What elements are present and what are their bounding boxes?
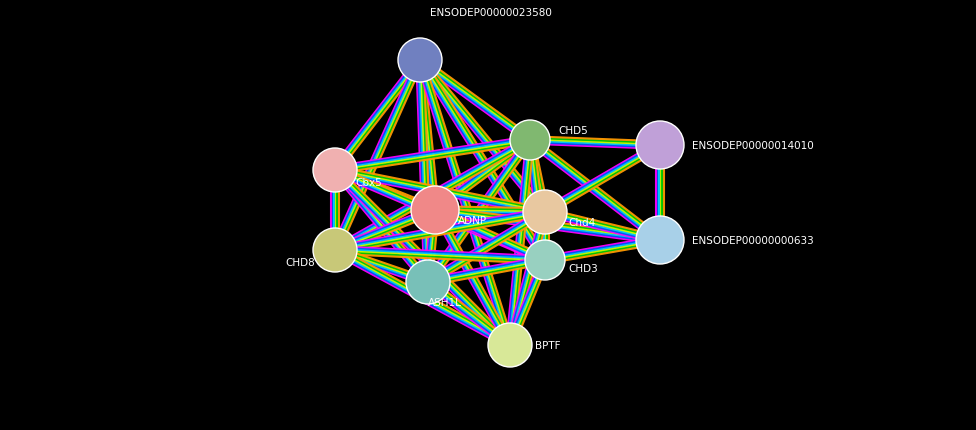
Circle shape	[636, 216, 684, 264]
Text: CHD8: CHD8	[285, 258, 315, 267]
Circle shape	[313, 228, 357, 272]
Circle shape	[313, 149, 357, 193]
Text: ENSODEP00000000633: ENSODEP00000000633	[692, 236, 814, 246]
Circle shape	[398, 39, 442, 83]
Text: CHD3: CHD3	[568, 264, 597, 273]
Circle shape	[523, 190, 567, 234]
Text: ADNP: ADNP	[458, 215, 487, 225]
Text: CHD5: CHD5	[558, 126, 588, 136]
Text: ENSODEP00000014010: ENSODEP00000014010	[692, 141, 814, 150]
Text: Chd4: Chd4	[568, 218, 595, 227]
Circle shape	[636, 122, 684, 169]
Circle shape	[411, 187, 459, 234]
Text: BPTF: BPTF	[535, 340, 560, 350]
Circle shape	[525, 240, 565, 280]
Text: ENSODEP00000023580: ENSODEP00000023580	[430, 8, 551, 18]
Circle shape	[406, 261, 450, 304]
Circle shape	[510, 121, 550, 161]
Text: ASH1L: ASH1L	[428, 297, 462, 307]
Text: Cbx5: Cbx5	[355, 178, 382, 187]
Circle shape	[488, 323, 532, 367]
